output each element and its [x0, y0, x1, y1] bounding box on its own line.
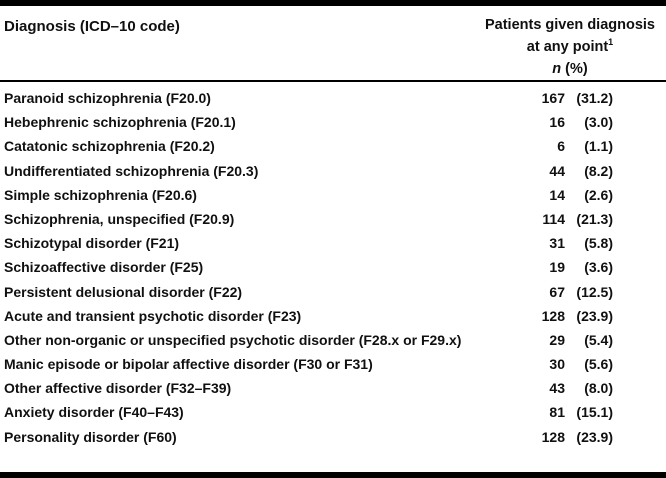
patient-count: 43	[549, 380, 565, 397]
patient-count: 128	[541, 307, 565, 324]
diagnosis-label: Schizoaffective disorder (F25)	[4, 259, 204, 276]
table-row: Undifferentiated schizophrenia (F20.3) 4…	[0, 163, 666, 187]
table-row: Schizoaffective disorder (F25) 19 (3.6)	[0, 259, 666, 283]
patient-percent: (21.3)	[576, 210, 613, 227]
patients-column-header: Patients given diagnosis at any point1 n…	[480, 14, 660, 80]
table-row: Hebephrenic schizophrenia (F20.1) 16 (3.…	[0, 114, 666, 138]
table-row: Catatonic schizophrenia (F20.2) 6 (1.1)	[0, 138, 666, 162]
table-row: Acute and transient psychotic disorder (…	[0, 308, 666, 332]
patient-count: 31	[549, 235, 565, 252]
patient-percent: (15.1)	[576, 404, 613, 421]
patient-count: 14	[549, 186, 565, 203]
diagnosis-label: Simple schizophrenia (F20.6)	[4, 186, 197, 203]
patient-count: 30	[549, 356, 565, 373]
table-row: Schizotypal disorder (F21) 31 (5.8)	[0, 235, 666, 259]
table-row: Schizophrenia, unspecified (F20.9) 114 (…	[0, 211, 666, 235]
diagnosis-label: Anxiety disorder (F40–F43)	[4, 404, 184, 421]
percent-symbol: (%)	[561, 61, 588, 77]
table-top-rule	[0, 0, 666, 6]
patient-percent: (8.0)	[584, 380, 613, 397]
patient-percent: (31.2)	[576, 90, 613, 106]
diagnosis-label: Paranoid schizophrenia (F20.0)	[4, 90, 211, 106]
patient-percent: (1.1)	[584, 138, 613, 155]
patient-percent: (3.0)	[584, 114, 613, 131]
patient-percent: (3.6)	[584, 259, 613, 276]
patient-count: 114	[542, 210, 565, 227]
table-row: Manic episode or bipolar affective disor…	[0, 356, 666, 380]
patients-header-line2-text: at any point	[526, 39, 609, 55]
patient-count: 19	[549, 259, 565, 276]
patient-percent: (12.5)	[576, 283, 613, 300]
patient-count: 29	[549, 331, 565, 348]
patient-count: 44	[549, 162, 565, 179]
patients-header-line2: at any point1	[480, 36, 660, 58]
patient-count: 167	[541, 90, 565, 106]
diagnosis-label: Other affective disorder (F32–F39)	[4, 380, 232, 397]
footnote-marker: 1	[608, 37, 614, 48]
table-row: Anxiety disorder (F40–F43) 81 (15.1)	[0, 404, 666, 428]
table-row: Other non-organic or unspecified psychot…	[0, 332, 666, 356]
patient-percent: (5.8)	[584, 235, 613, 252]
table-row: Paranoid schizophrenia (F20.0) 167 (31.2…	[0, 90, 666, 114]
diagnosis-label: Other non-organic or unspecified psychot…	[4, 331, 462, 348]
diagnosis-label: Persistent delusional disorder (F22)	[4, 283, 243, 300]
diagnosis-label: Schizophrenia, unspecified (F20.9)	[4, 210, 235, 227]
table-row: Persistent delusional disorder (F22) 67 …	[0, 284, 666, 308]
table-row: Simple schizophrenia (F20.6) 14 (2.6)	[0, 187, 666, 211]
diagnosis-label: Manic episode or bipolar affective disor…	[4, 356, 373, 373]
table-row: Other affective disorder (F32–F39) 43 (8…	[0, 380, 666, 404]
diagnosis-label: Undifferentiated schizophrenia (F20.3)	[4, 162, 259, 179]
patient-count: 16	[549, 114, 565, 131]
patients-header-line3: n (%)	[480, 58, 660, 80]
patient-percent: (23.9)	[576, 307, 613, 324]
table-body: Paranoid schizophrenia (F20.0) 167 (31.2…	[0, 82, 666, 453]
diagnosis-label: Schizotypal disorder (F21)	[4, 235, 180, 252]
table-row: Personality disorder (F60) 128 (23.9)	[0, 429, 666, 453]
diagnosis-label: Acute and transient psychotic disorder (…	[4, 307, 302, 324]
patients-header-line1: Patients given diagnosis	[484, 17, 655, 33]
patient-percent: (5.4)	[584, 331, 613, 348]
header-divider-rule	[0, 80, 666, 82]
patient-count: 67	[549, 283, 565, 300]
patient-count: 128	[541, 428, 565, 445]
table-bottom-rule	[0, 472, 666, 478]
patient-percent: (5.6)	[584, 356, 613, 373]
patient-percent: (2.6)	[584, 186, 613, 203]
patient-percent: (23.9)	[576, 428, 613, 445]
diagnosis-column-header: Diagnosis (ICD–10 code)	[4, 18, 180, 35]
table-header: Diagnosis (ICD–10 code) Patients given d…	[0, 6, 666, 80]
diagnosis-label: Catatonic schizophrenia (F20.2)	[4, 138, 215, 155]
patient-percent: (8.2)	[584, 162, 613, 179]
patient-count: 81	[549, 404, 565, 421]
diagnosis-label: Personality disorder (F60)	[4, 428, 177, 445]
n-symbol: n	[552, 61, 562, 77]
patient-count: 6	[557, 138, 565, 155]
diagnosis-label: Hebephrenic schizophrenia (F20.1)	[4, 114, 236, 131]
